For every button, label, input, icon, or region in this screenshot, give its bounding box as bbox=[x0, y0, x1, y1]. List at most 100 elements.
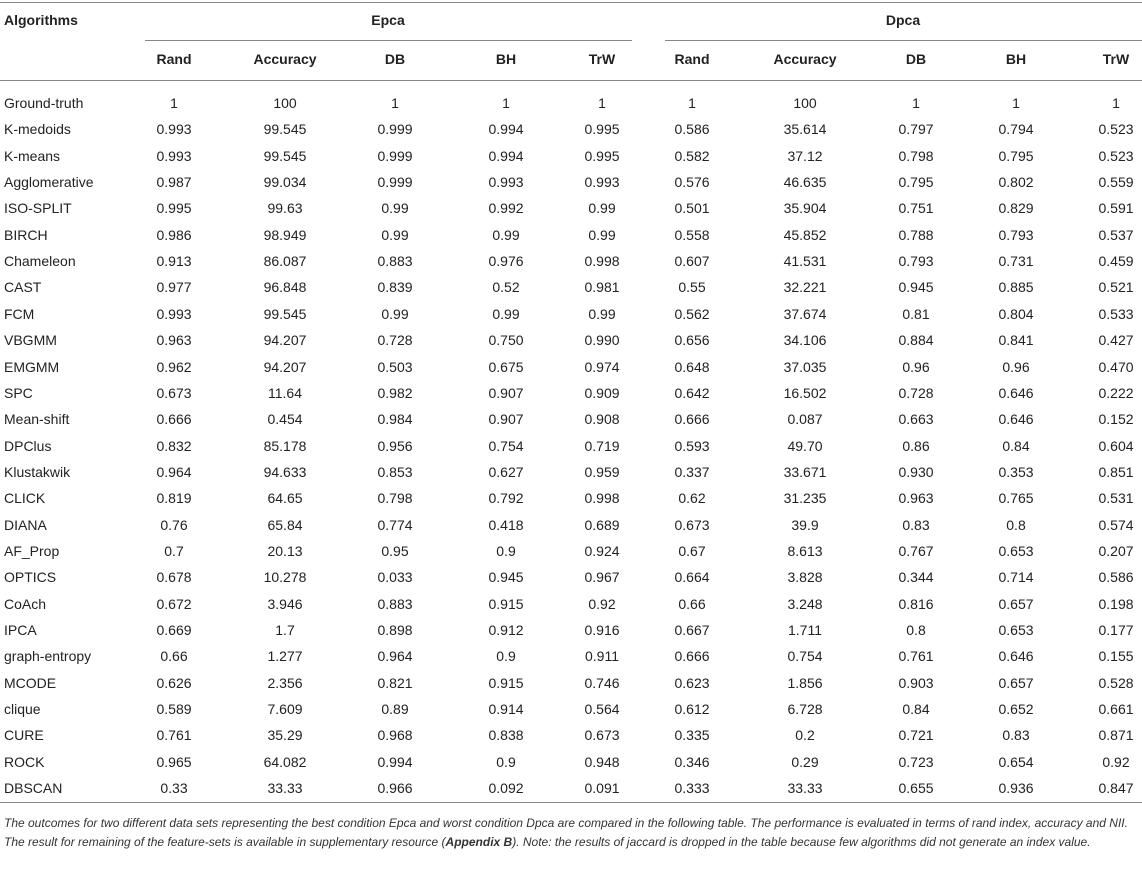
table-cell: 0.964 bbox=[377, 648, 413, 665]
table-cell: 1.277 bbox=[267, 648, 303, 665]
row-label: CURE bbox=[4, 727, 44, 744]
table-cell: 0.8 bbox=[1006, 516, 1026, 533]
table-cell: 0.99 bbox=[588, 305, 616, 322]
table-cell: 10.278 bbox=[263, 569, 307, 586]
table-cell: 0.627 bbox=[488, 463, 524, 480]
footnote-text: ). Note: the results of jaccard is dropp… bbox=[512, 835, 1091, 849]
table-cell: 0.83 bbox=[1002, 727, 1030, 744]
table-cell: 0.977 bbox=[156, 279, 192, 296]
table-cell: 0.804 bbox=[998, 305, 1034, 322]
row-label: ISO-SPLIT bbox=[4, 200, 72, 217]
table-cell: 0.666 bbox=[156, 411, 192, 428]
table-cell: 0.714 bbox=[998, 569, 1034, 586]
table-cell: 0.95 bbox=[381, 542, 409, 559]
table-cell: 0.454 bbox=[267, 411, 303, 428]
table-cell: 0.673 bbox=[584, 727, 620, 744]
table-cell: 0.521 bbox=[1098, 279, 1134, 296]
table-cell: 0.675 bbox=[488, 358, 524, 375]
column-header: BH bbox=[495, 51, 517, 67]
table-cell: 1 bbox=[912, 95, 920, 111]
table-cell: 33.33 bbox=[787, 780, 823, 797]
row-label: DIANA bbox=[4, 516, 47, 533]
table-cell: 0.908 bbox=[584, 411, 620, 428]
table-cell: 37.035 bbox=[783, 358, 827, 375]
table-cell: 0.666 bbox=[674, 648, 710, 665]
column-header: Rand bbox=[674, 51, 710, 67]
table-cell: 0.84 bbox=[902, 701, 930, 718]
table-cell: 0.767 bbox=[898, 542, 934, 559]
table-cell: 0.672 bbox=[156, 595, 192, 612]
table-cell: 0.558 bbox=[674, 226, 710, 243]
table-cell: 0.909 bbox=[584, 384, 620, 401]
table-cell: 0.33 bbox=[160, 780, 188, 797]
table-cell: 0.531 bbox=[1098, 490, 1134, 507]
table-cell: 0.673 bbox=[674, 516, 710, 533]
table-cell: 0.666 bbox=[674, 411, 710, 428]
row-label: MCODE bbox=[4, 674, 57, 691]
group-rule bbox=[665, 40, 1142, 41]
table-cell: 31.235 bbox=[783, 490, 827, 507]
row-label: BIRCH bbox=[4, 226, 48, 243]
table-cell: 0.656 bbox=[674, 332, 710, 349]
table-cell: 0.663 bbox=[898, 411, 934, 428]
table-cell: 0.797 bbox=[898, 121, 934, 138]
table-cell: 0.999 bbox=[377, 174, 413, 191]
table-cell: 0.793 bbox=[898, 253, 934, 270]
table-cell: 0.728 bbox=[898, 384, 934, 401]
table-cell: 0.99 bbox=[381, 200, 409, 217]
table-cell: 0.346 bbox=[674, 753, 710, 770]
table-cell: 0.746 bbox=[584, 674, 620, 691]
group-header: Dpca bbox=[885, 12, 921, 28]
table-cell: 0.99 bbox=[588, 226, 616, 243]
table-cell: 0.851 bbox=[1098, 463, 1134, 480]
table-cell: 0.62 bbox=[678, 490, 706, 507]
table-cell: 0.66 bbox=[160, 648, 188, 665]
table-cell: 0.795 bbox=[998, 147, 1034, 164]
table-cell: 0.898 bbox=[377, 622, 413, 638]
table-cell: 0.774 bbox=[377, 516, 413, 533]
table-cell: 0.723 bbox=[898, 753, 934, 770]
table-cell: 0.528 bbox=[1098, 674, 1134, 691]
table-cell: 0.333 bbox=[674, 780, 710, 797]
table-cell: 0.981 bbox=[584, 279, 620, 296]
row-label: CLICK bbox=[4, 490, 46, 507]
column-header: Accuracy bbox=[253, 51, 317, 67]
table-cell: 0.995 bbox=[584, 121, 620, 138]
table-cell: 0.984 bbox=[377, 411, 413, 428]
table-cell: 0.427 bbox=[1098, 332, 1134, 349]
table-cell: 33.33 bbox=[267, 780, 303, 797]
table-cell: 0.965 bbox=[156, 753, 192, 770]
row-label: DBSCAN bbox=[4, 780, 63, 797]
table-cell: 0.091 bbox=[584, 780, 620, 797]
row-label: CAST bbox=[4, 279, 42, 296]
table-cell: 0.871 bbox=[1098, 727, 1134, 744]
table-cell: 0.652 bbox=[998, 701, 1034, 718]
table-cell: 100 bbox=[273, 95, 297, 111]
table-cell: 0.999 bbox=[377, 121, 413, 138]
table-cell: 0.29 bbox=[791, 753, 819, 770]
table-cell: 0.589 bbox=[156, 701, 192, 718]
table-cell: 0.907 bbox=[488, 411, 524, 428]
group-rule bbox=[145, 40, 632, 41]
table-cell: 0.99 bbox=[381, 305, 409, 322]
table-cell: 0.788 bbox=[898, 226, 934, 243]
table-cell: 0.948 bbox=[584, 753, 620, 770]
table-cell: 0.903 bbox=[898, 674, 934, 691]
table-cell: 0.963 bbox=[156, 332, 192, 349]
table-cell: 0.793 bbox=[998, 226, 1034, 243]
table-cell: 0.795 bbox=[898, 174, 934, 191]
table-cell: 0.337 bbox=[674, 463, 710, 480]
table-cell: 0.562 bbox=[674, 305, 710, 322]
table-cell: 0.885 bbox=[998, 279, 1034, 296]
table-cell: 0.653 bbox=[998, 542, 1034, 559]
table-cell: 0.963 bbox=[898, 490, 934, 507]
table-cell: 0.459 bbox=[1098, 253, 1134, 270]
row-label: FCM bbox=[4, 305, 35, 322]
table-cell: 0.657 bbox=[998, 595, 1034, 612]
table-cell: 0.667 bbox=[674, 622, 710, 638]
row-label: Mean-shift bbox=[4, 411, 70, 428]
table-cell: 0.731 bbox=[998, 253, 1034, 270]
table-cell: 0.612 bbox=[674, 701, 710, 718]
table-cell: 0.792 bbox=[488, 490, 524, 507]
table-cell: 0.033 bbox=[377, 569, 413, 586]
